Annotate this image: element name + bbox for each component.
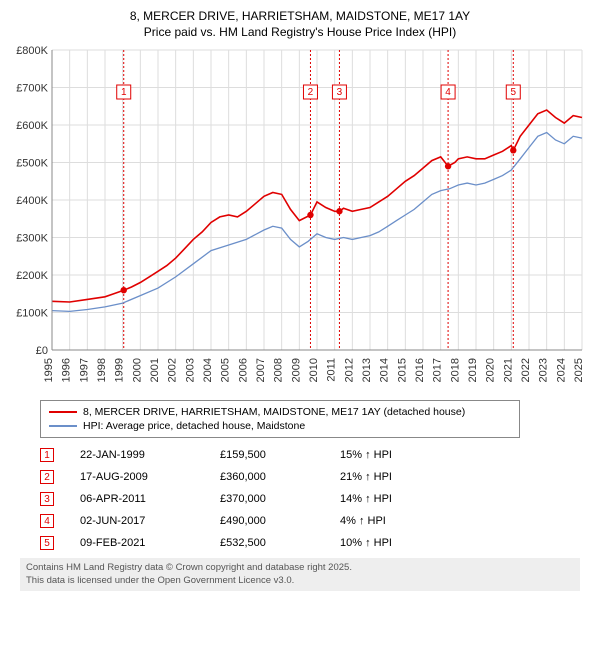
x-tick-label: 2010 — [308, 358, 320, 382]
row-price: £159,500 — [220, 449, 340, 461]
legend-row-red: 8, MERCER DRIVE, HARRIETSHAM, MAIDSTONE,… — [49, 405, 511, 419]
y-tick-label: £800K — [16, 45, 48, 57]
row-pct: 15% ↑ HPI — [340, 449, 460, 461]
y-tick-label: £100K — [16, 308, 48, 320]
row-date: 09-FEB-2021 — [80, 537, 220, 549]
sales-table: 1 22-JAN-1999£159,50015% ↑ HPI 2 17-AUG-200… — [40, 444, 580, 554]
x-tick-label: 2002 — [167, 358, 179, 382]
x-tick-label: 2001 — [149, 358, 161, 382]
legend-row-blue: HPI: Average price, detached house, Maid… — [49, 419, 511, 433]
x-tick-label: 2012 — [343, 358, 355, 382]
row-price: £490,000 — [220, 515, 340, 527]
row-price: £532,500 — [220, 537, 340, 549]
legend-swatch-red — [49, 411, 77, 413]
row-date: 22-JAN-1999 — [80, 449, 220, 461]
y-tick-label: £0 — [36, 345, 48, 357]
y-tick-label: £400K — [16, 195, 48, 207]
row-marker: 2 — [40, 470, 54, 484]
x-tick-label: 2021 — [502, 358, 514, 382]
plot-area: £0 £100K £200K £300K £400K £500K £600K £700K £80… — [10, 44, 590, 394]
x-tick-label: 2000 — [131, 358, 143, 382]
legend-swatch-blue — [49, 425, 77, 427]
y-tick-label: £200K — [16, 270, 48, 282]
x-tick-label: 2011 — [326, 358, 338, 382]
x-tick-label: 1999 — [114, 358, 126, 382]
row-pct: 4% ↑ HPI — [340, 515, 460, 527]
x-tick-label: 2015 — [396, 358, 408, 382]
row-pct: 21% ↑ HPI — [340, 471, 460, 483]
row-marker: 5 — [40, 536, 54, 550]
sale-point — [336, 208, 342, 214]
sale-point — [307, 212, 313, 218]
title-address: 8, MERCER DRIVE, HARRIETSHAM, MAIDSTONE,… — [10, 8, 590, 24]
sale-point — [121, 287, 127, 293]
chart-marker-number: 3 — [337, 88, 343, 99]
row-marker: 1 — [40, 448, 54, 462]
legend-label-blue: HPI: Average price, detached house, Maid… — [83, 420, 305, 432]
legend-label-red: 8, MERCER DRIVE, HARRIETSHAM, MAIDSTONE,… — [83, 406, 465, 418]
y-tick-label: £300K — [16, 233, 48, 245]
chart-marker-number: 1 — [121, 88, 127, 99]
x-tick-label: 2003 — [184, 358, 196, 382]
table-row: 4 02-JUN-2017£490,0004% ↑ HPI — [40, 510, 580, 532]
x-tick-label: 2009 — [290, 358, 302, 382]
row-price: £360,000 — [220, 471, 340, 483]
row-date: 17-AUG-2009 — [80, 471, 220, 483]
row-pct: 14% ↑ HPI — [340, 493, 460, 505]
row-price: £370,000 — [220, 493, 340, 505]
table-row: 1 22-JAN-1999£159,50015% ↑ HPI — [40, 444, 580, 466]
sale-point — [445, 163, 451, 169]
x-tick-label: 2014 — [379, 358, 391, 382]
x-tick-label: 2017 — [432, 358, 444, 382]
row-date: 02-JUN-2017 — [80, 515, 220, 527]
x-tick-label: 2025 — [573, 358, 585, 382]
footnote-line2: This data is licensed under the Open Gov… — [26, 575, 574, 587]
x-tick-label: 2007 — [255, 358, 267, 382]
x-tick-label: 1995 — [43, 358, 55, 382]
chart-title: 8, MERCER DRIVE, HARRIETSHAM, MAIDSTONE,… — [10, 8, 590, 40]
x-tick-label: 2004 — [202, 358, 214, 382]
sale-point — [510, 147, 516, 153]
table-row: 5 09-FEB-2021£532,50010% ↑ HPI — [40, 532, 580, 554]
footnote: Contains HM Land Registry data © Crown c… — [20, 558, 580, 591]
chart-marker-number: 4 — [445, 88, 451, 99]
y-tick-label: £600K — [16, 120, 48, 132]
x-tick-label: 2019 — [467, 358, 479, 382]
x-tick-label: 2022 — [520, 358, 532, 382]
x-tick-label: 2023 — [538, 358, 550, 382]
x-tick-label: 2006 — [237, 358, 249, 382]
y-tick-label: £500K — [16, 158, 48, 170]
x-tick-label: 1996 — [61, 358, 73, 382]
x-tick-label: 1997 — [78, 358, 90, 382]
chart-container: 8, MERCER DRIVE, HARRIETSHAM, MAIDSTONE,… — [0, 0, 600, 595]
x-tick-label: 2018 — [449, 358, 461, 382]
x-tick-label: 2005 — [220, 358, 232, 382]
row-pct: 10% ↑ HPI — [340, 537, 460, 549]
chart-marker-number: 5 — [510, 88, 516, 99]
title-subtitle: Price paid vs. HM Land Registry's House … — [10, 24, 590, 40]
chart-svg: £0 £100K £200K £300K £400K £500K £600K £700K £80… — [10, 44, 590, 394]
row-marker: 4 — [40, 514, 54, 528]
row-marker: 3 — [40, 492, 54, 506]
chart-marker-number: 2 — [308, 88, 314, 99]
x-tick-label: 2016 — [414, 358, 426, 382]
table-row: 3 06-APR-2011£370,00014% ↑ HPI — [40, 488, 580, 510]
table-row: 2 17-AUG-2009£360,00021% ↑ HPI — [40, 466, 580, 488]
x-tick-label: 2024 — [555, 358, 567, 382]
row-date: 06-APR-2011 — [80, 493, 220, 505]
legend: 8, MERCER DRIVE, HARRIETSHAM, MAIDSTONE,… — [40, 400, 520, 438]
y-tick-label: £700K — [16, 83, 48, 95]
x-tick-label: 1998 — [96, 358, 108, 382]
x-tick-label: 2020 — [485, 358, 497, 382]
footnote-line1: Contains HM Land Registry data © Crown c… — [26, 562, 574, 574]
x-tick-label: 2008 — [273, 358, 285, 382]
x-tick-label: 2013 — [361, 358, 373, 382]
